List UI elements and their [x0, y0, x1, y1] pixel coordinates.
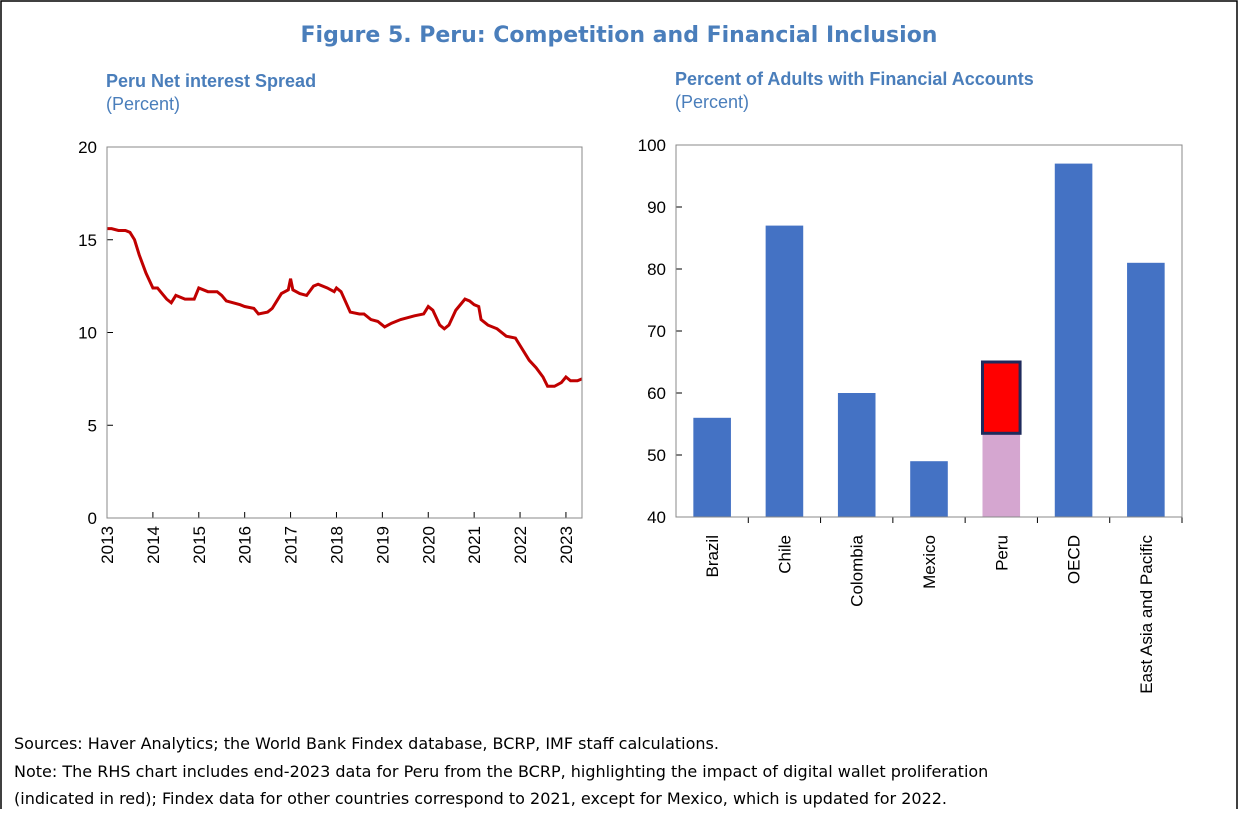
sources: Sources: Haver Analytics; the World Bank… [14, 734, 719, 753]
y-tick-label: 40 [647, 508, 666, 527]
chart-subtitle: (Percent) [675, 92, 749, 112]
y-tick-label: 80 [647, 260, 666, 279]
y-tick-label: 10 [78, 324, 97, 343]
x-tick-label: 2023 [557, 526, 576, 564]
chart-subtitle: (Percent) [106, 94, 180, 114]
bar [1054, 163, 1093, 517]
y-tick-label: 100 [638, 136, 666, 155]
x-tick-label: Brazil [703, 535, 722, 578]
bar [765, 225, 804, 517]
x-tick-label: East Asia and Pacific [1137, 535, 1156, 694]
plot-frame [106, 146, 583, 519]
x-tick-label: Peru [992, 535, 1011, 571]
x-tick-label: 2022 [511, 526, 530, 564]
bar [982, 433, 1021, 517]
y-tick-label: 90 [647, 198, 666, 217]
plot-frame [675, 144, 1183, 518]
x-tick-label: Colombia [848, 534, 867, 606]
note-line: (indicated in red); Findex data for othe… [14, 789, 947, 808]
x-tick-label: Mexico [920, 535, 939, 589]
x-tick-label: 2013 [98, 526, 117, 564]
y-tick-label: 70 [647, 322, 666, 341]
bar [1127, 262, 1165, 517]
y-tick-label: 5 [88, 416, 97, 435]
x-tick-label: 2018 [327, 526, 346, 564]
bar [693, 417, 731, 517]
bar [910, 461, 948, 517]
x-tick-label: 2017 [282, 526, 301, 564]
line-series [107, 227, 583, 388]
bar [980, 360, 1022, 435]
x-tick-label: 2015 [190, 526, 209, 564]
note-line: Note: The RHS chart includes end-2023 da… [14, 762, 988, 781]
y-tick-label: 20 [78, 138, 97, 157]
chart-title: Percent of Adults with Financial Account… [675, 69, 1034, 89]
y-tick-label: 0 [88, 509, 97, 528]
y-tick-label: 60 [647, 384, 666, 403]
x-tick-label: 2020 [419, 526, 438, 564]
x-tick-label: 2021 [465, 526, 484, 564]
x-tick-label: 2014 [144, 526, 163, 564]
x-tick-label: 2016 [236, 526, 255, 564]
chart-title: Peru Net interest Spread [106, 71, 316, 91]
x-tick-label: OECD [1065, 535, 1084, 584]
figure-title: Figure 5. Peru: Competition and Financia… [301, 23, 938, 48]
y-tick-label: 50 [647, 446, 666, 465]
y-tick-label: 15 [78, 231, 97, 250]
x-tick-label: Chile [775, 535, 794, 574]
bar [837, 393, 876, 517]
x-tick-label: 2019 [373, 526, 392, 564]
